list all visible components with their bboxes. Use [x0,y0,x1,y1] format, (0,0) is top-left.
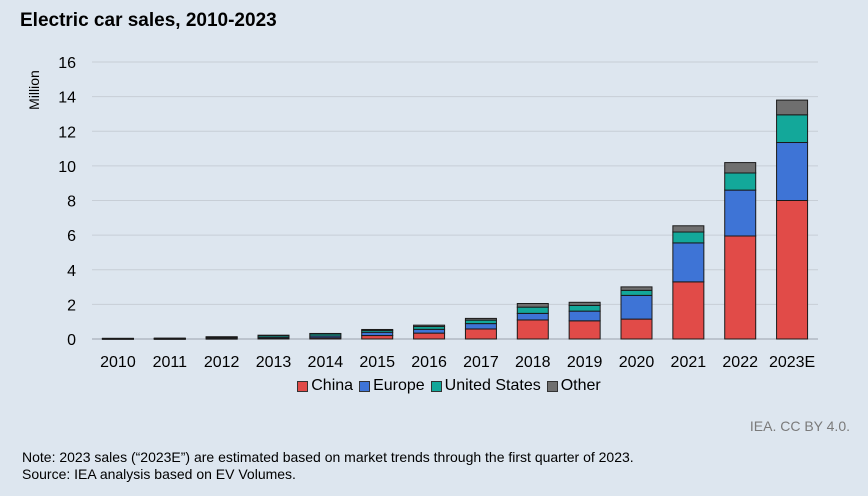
credit-text: IEA. CC BY 4.0. [749,418,850,434]
bar-segment-europe [516,312,549,321]
note-text: Note: 2023 sales (“2023E”) are estimated… [22,449,634,465]
bar-segment-europe [724,189,757,237]
bar-segment-united-states [776,114,809,144]
bar-segment-other [205,336,238,338]
x-tick-label: 2023E [769,354,815,371]
legend-item-china: China [297,377,353,395]
y-tick-label: 0 [67,332,76,349]
bar-segment-china [620,318,653,340]
chart-title: Electric car sales, 2010-2023 [20,10,277,31]
x-tick-label: 2011 [153,354,188,371]
bar-segment-europe [464,323,497,330]
bar-segment-other [620,286,653,291]
x-tick-label: 2017 [463,354,499,371]
bar-segment-united-states [516,306,549,314]
x-tick-label: 2010 [100,354,136,371]
x-tick-label: 2022 [722,354,758,371]
bar-segment-united-states [620,289,653,296]
y-tick-label: 2 [67,297,76,314]
bar-segment-europe [620,294,653,320]
bar-segment-europe [776,142,809,202]
bar-segment-united-states [672,231,705,244]
bar-segment-other [309,332,342,335]
legend-item-europe: Europe [359,377,425,395]
legend-swatch-china [297,380,309,392]
x-tick-label: 2019 [567,354,603,371]
bar-segment-other [672,225,705,233]
bar-segment-united-states [568,304,601,312]
footnote: Note: 2023 sales (“2023E”) are estimated… [22,449,634,483]
legend-label-united-states: United States [444,377,541,394]
bar-segment-china [361,335,394,340]
bar-segment-other [776,99,809,116]
y-tick-label: 16 [58,55,76,72]
chart-legend: China Europe United States Other [0,377,868,395]
bar-segment-china [724,235,757,340]
bar-segment-china [413,332,446,340]
x-tick-label: 2020 [619,354,655,371]
x-tick-label: 2013 [256,354,292,371]
bar-segment-china [464,328,497,340]
legend-swatch-other [546,380,558,392]
bar-segment-other [464,317,497,321]
x-tick-label: 2016 [411,354,447,371]
bar-segment-other [153,337,186,340]
y-tick-label: 4 [67,263,76,280]
source-text: Source: IEA analysis based on EV Volumes… [22,466,296,482]
legend-swatch-europe [359,380,371,392]
bar-segment-other [413,324,446,328]
y-tick-label: 10 [58,159,76,176]
bar-segment-other [101,337,134,340]
bar-segment-china [672,281,705,340]
x-tick-label: 2021 [671,354,707,371]
bar-segment-other [257,334,290,337]
bar-segment-europe [568,310,601,322]
bar-segment-other [568,301,601,306]
chart-plot: 0 2 4 6 8 10 12 14 16 Million 2010 2011 2012 2013 2014… [26,55,818,371]
bar-segment-other [724,162,757,174]
legend-label-china: China [311,377,354,394]
legend-label-europe: Europe [373,377,425,394]
bar-segment-united-states [464,319,497,325]
bar-segment-other [361,328,394,331]
bar-segment-china [516,319,549,340]
y-tick-label: 12 [58,124,76,141]
bar-segment-other [516,303,549,308]
x-tick-label: 2012 [204,354,240,371]
bar-segment-china [776,200,809,340]
legend-swatch-united-states [430,380,442,392]
legend-label-other: Other [560,377,601,394]
y-tick-label: 14 [58,90,76,107]
bar-segment-europe [672,242,705,283]
x-tick-label: 2018 [515,354,551,371]
y-tick-label: 8 [67,194,76,211]
y-tick-label: 6 [67,228,76,245]
y-axis-label: Million [26,70,42,110]
x-tick-label: 2015 [359,354,395,371]
bar-segment-united-states [724,172,757,191]
bar-segment-europe [413,328,446,334]
legend-item-united-states: United States [430,377,541,395]
bar-segment-china [568,320,601,340]
legend-item-other: Other [546,377,601,395]
x-tick-label: 2014 [308,354,344,371]
